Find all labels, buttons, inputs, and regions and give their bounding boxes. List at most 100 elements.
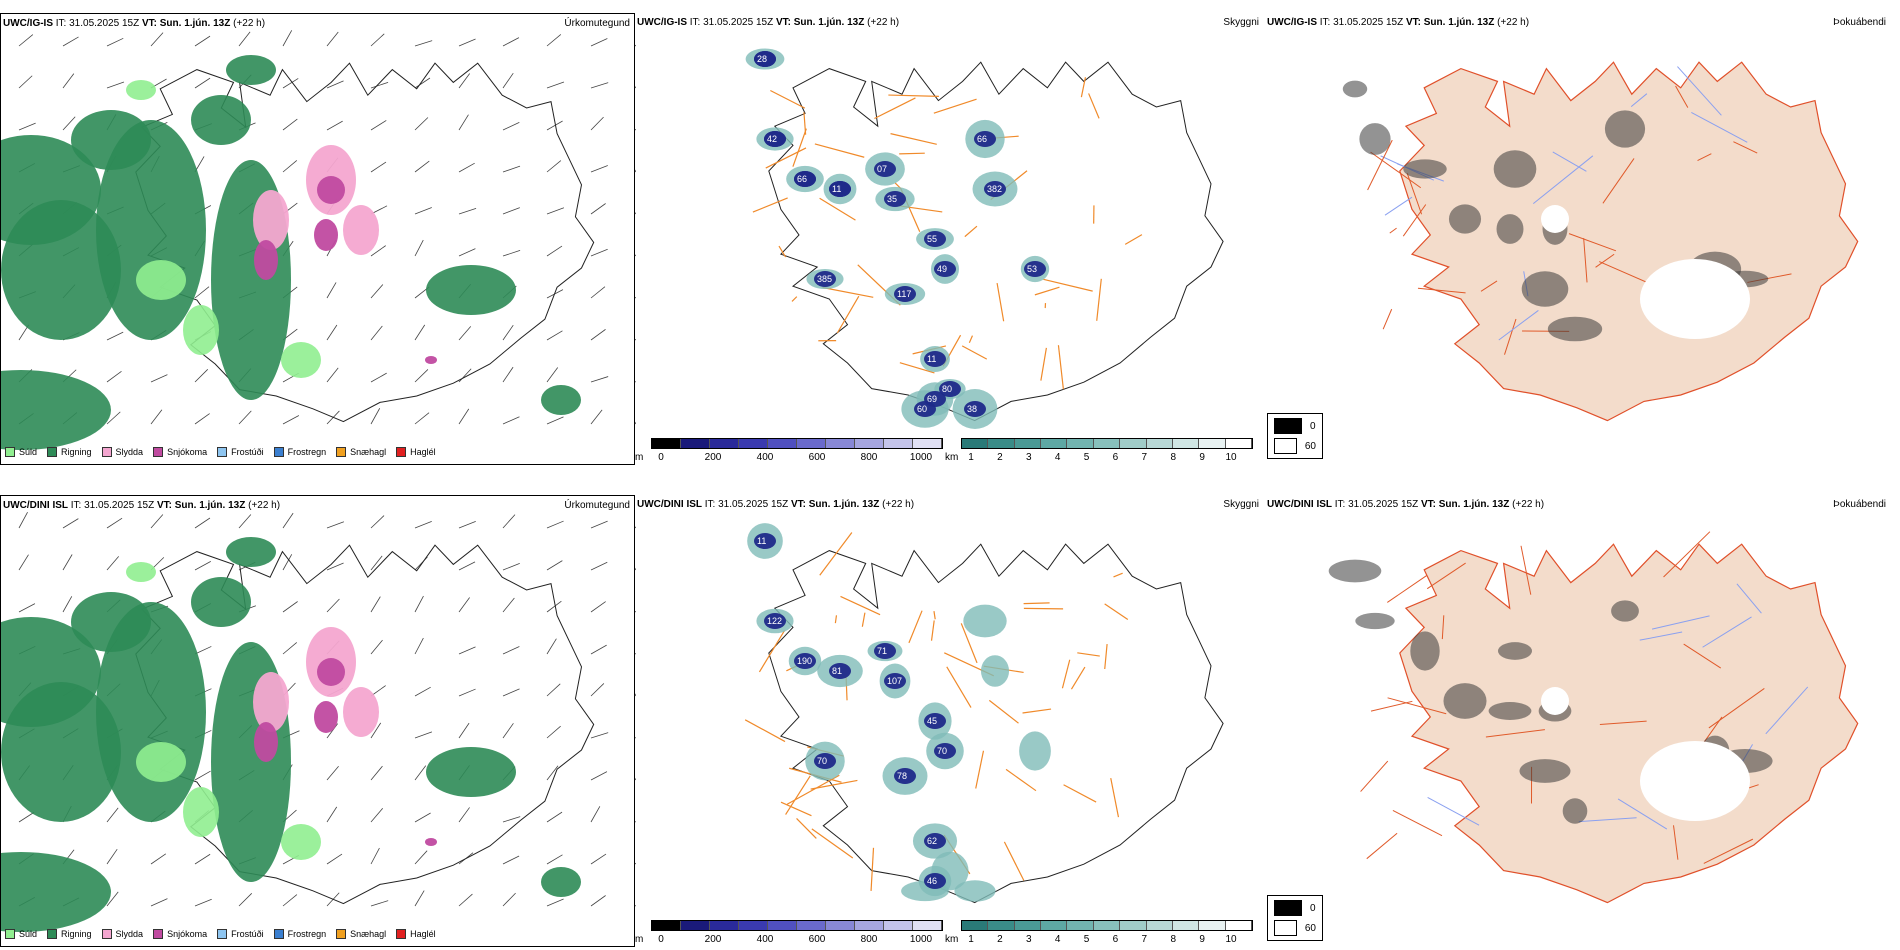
wind-barb — [106, 848, 118, 865]
snow-area — [254, 240, 278, 280]
rain-area — [426, 265, 516, 315]
cloud-base-area — [814, 271, 836, 287]
legend-label: Rigning — [61, 447, 92, 457]
colorbar-tick: 3 — [1025, 452, 1032, 463]
wind-barb — [414, 890, 425, 907]
colorbar-segment — [988, 439, 1015, 448]
legend-label: Frostregn — [287, 447, 327, 457]
wind-barb — [414, 412, 430, 425]
wind-barb — [502, 723, 514, 739]
fog-legend-row: 60 — [1274, 920, 1316, 936]
wind-barb — [150, 514, 164, 529]
fog-title: Þokuábendi — [1833, 499, 1886, 510]
wind-barb — [546, 120, 563, 131]
wind-barb — [458, 646, 476, 655]
legend-label: Slydda — [115, 447, 144, 457]
wind-barb — [18, 512, 28, 529]
colorbar-tick: 3 — [1025, 934, 1032, 945]
road-line — [1370, 700, 1413, 712]
wind-barb — [370, 81, 389, 89]
colorbar-tick: 1 — [968, 934, 974, 945]
snow-area — [314, 219, 338, 251]
low-visibility-area — [1019, 731, 1051, 771]
wind-barb — [502, 122, 520, 131]
wind-barb — [282, 642, 298, 655]
wind-barb — [546, 207, 565, 215]
wind-barb — [590, 203, 606, 215]
wind-barb — [502, 165, 521, 173]
precip-map — [1, 512, 636, 932]
cloud-base-area — [914, 401, 936, 417]
colorbar-tick: 10 — [1225, 934, 1237, 945]
cloud-base-area — [924, 351, 946, 367]
wind-barb — [282, 415, 300, 425]
sleet-area — [253, 672, 289, 732]
cloud-height-map: 1173556435075549385117116960803838266532… — [745, 48, 1224, 429]
fog-legend-value: 0 — [1310, 420, 1316, 432]
rain-area — [226, 55, 276, 85]
colorbar-segment — [681, 439, 710, 448]
fog-indicator-area — [1562, 798, 1588, 824]
wind-barb — [458, 597, 470, 613]
cloud-base-area — [814, 753, 836, 769]
wind-barb — [458, 114, 469, 131]
wind-barb — [414, 765, 427, 781]
wind-barb — [502, 563, 520, 571]
wind-barb — [326, 120, 343, 131]
snow-area — [254, 722, 278, 762]
wind-barb — [194, 770, 211, 781]
colorbar-segment — [1120, 439, 1147, 448]
road-line — [988, 699, 1019, 724]
road-line — [770, 89, 806, 109]
wind-barb — [150, 32, 164, 47]
road-line — [1703, 838, 1754, 864]
fog-legend-swatch — [1274, 900, 1302, 916]
snow-area — [425, 838, 437, 846]
wind-barb — [590, 806, 601, 823]
road-line — [822, 286, 874, 298]
snow-area — [425, 356, 437, 364]
colorbar-tick: 600 — [808, 452, 826, 463]
wind-barb — [546, 725, 561, 739]
fog-legend-swatch — [1274, 920, 1297, 936]
wind-barb — [502, 688, 520, 697]
colorbar-tick: 1000 — [909, 452, 933, 463]
road-line — [1366, 832, 1398, 860]
road-line — [1402, 204, 1427, 237]
colorbar-segment — [1067, 439, 1094, 448]
rain-area — [1, 200, 121, 340]
colorbar-tick: 0 — [658, 934, 664, 945]
wind-barb — [282, 601, 298, 613]
colorbar-unit: km — [945, 934, 959, 945]
wind-barb — [546, 520, 564, 529]
legend-label: Súld — [19, 447, 38, 457]
wind-barb — [370, 325, 383, 341]
legend-label: Frostregn — [287, 929, 327, 939]
cloud-height-label: 42 — [767, 134, 777, 144]
wind-barb — [502, 37, 520, 47]
colorbar-unit: km — [945, 452, 959, 463]
colorbar-segment — [797, 439, 826, 448]
colorbar-tick: 2 — [997, 452, 1003, 463]
colorbar-tick: 4 — [1054, 452, 1061, 463]
river-line — [1765, 686, 1809, 735]
legend-label: Frostúði — [231, 929, 264, 939]
wind-barb — [502, 816, 521, 823]
wind-barb — [414, 324, 426, 341]
wind-barb — [458, 561, 476, 571]
wind-barb — [590, 376, 609, 383]
road-line — [888, 94, 939, 97]
legend-swatch — [47, 929, 58, 939]
colorbar-segment — [1067, 921, 1094, 930]
colorbar-segment — [913, 439, 942, 448]
wind-barb — [238, 410, 252, 425]
colorbar-segment — [797, 921, 826, 930]
cloud-base-area — [974, 131, 996, 147]
colorbar-segment — [1199, 921, 1226, 930]
colorbar-segment — [1172, 439, 1200, 448]
fog-indicator-area — [1359, 123, 1391, 155]
colorbar-band — [651, 920, 943, 931]
road-line — [964, 225, 978, 238]
legend-item: Snæhagl — [336, 447, 386, 457]
wind-barb — [590, 286, 606, 299]
